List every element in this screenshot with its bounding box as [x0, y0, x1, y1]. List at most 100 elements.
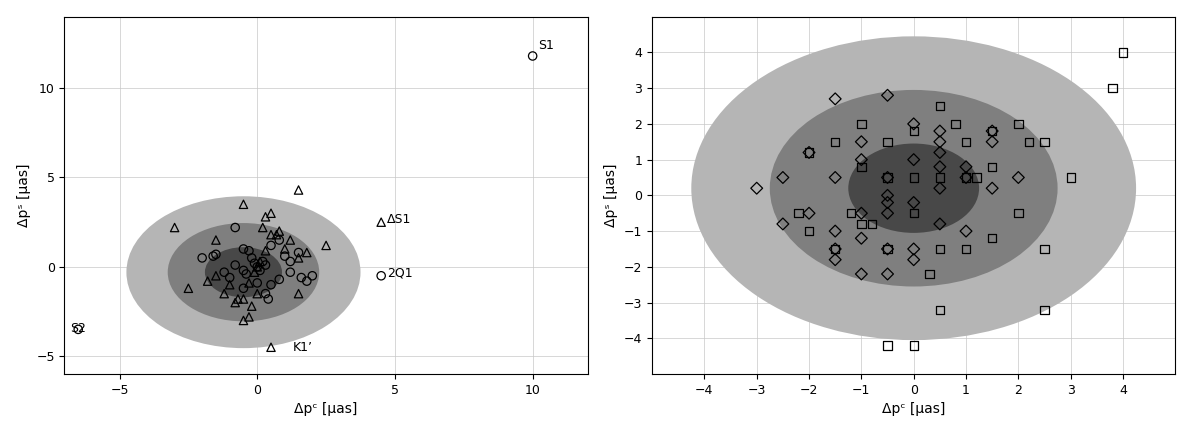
Point	[800, 149, 819, 156]
Point	[930, 185, 949, 192]
Point	[930, 246, 949, 252]
Point	[317, 242, 336, 249]
Point	[248, 290, 267, 297]
Point	[215, 290, 234, 297]
Point	[225, 299, 244, 306]
Point	[288, 290, 308, 297]
Point	[852, 210, 871, 216]
Point	[930, 306, 949, 313]
Point	[826, 95, 845, 102]
Ellipse shape	[126, 196, 360, 348]
Point	[288, 187, 308, 194]
Point	[297, 249, 316, 256]
Point	[242, 303, 261, 310]
Point	[253, 224, 272, 231]
Point	[240, 313, 259, 320]
Point	[982, 163, 1001, 170]
Point	[275, 252, 294, 259]
Point	[879, 192, 898, 199]
Point	[930, 138, 949, 145]
Ellipse shape	[168, 223, 319, 321]
Point	[198, 278, 217, 284]
Point	[275, 246, 294, 252]
Point	[879, 246, 898, 252]
Point	[234, 201, 253, 208]
Point	[288, 249, 308, 256]
Point	[1008, 120, 1028, 127]
Point	[982, 235, 1001, 242]
Point	[372, 272, 391, 279]
Point	[905, 246, 924, 252]
Point	[852, 220, 871, 227]
Point	[852, 138, 871, 145]
Point	[982, 128, 1001, 135]
Point	[250, 258, 269, 265]
Point	[261, 210, 280, 216]
Point	[234, 246, 253, 252]
Point	[259, 296, 278, 303]
Point	[852, 120, 871, 127]
Point	[242, 255, 261, 262]
Point	[826, 246, 845, 252]
Point	[225, 262, 244, 268]
Point	[523, 52, 542, 59]
Point	[905, 256, 924, 263]
Point	[879, 271, 898, 278]
Ellipse shape	[205, 247, 283, 297]
Point	[826, 138, 845, 145]
Point	[372, 219, 391, 226]
Point	[248, 279, 267, 286]
Point	[920, 271, 939, 278]
Point	[879, 138, 898, 145]
Point	[256, 247, 275, 254]
Point	[800, 149, 819, 156]
Point	[879, 92, 898, 99]
Ellipse shape	[770, 90, 1057, 287]
Point	[956, 138, 975, 145]
Point	[281, 269, 300, 276]
Point	[248, 263, 267, 270]
Point	[800, 228, 819, 235]
Point	[1035, 246, 1054, 252]
Point	[946, 120, 966, 127]
Point	[862, 220, 881, 227]
Point	[267, 231, 286, 238]
Point	[852, 156, 871, 163]
Point	[1113, 49, 1132, 56]
Point	[240, 247, 259, 254]
Point	[905, 128, 924, 135]
Point	[905, 120, 924, 127]
Point	[956, 174, 975, 181]
Point	[261, 281, 280, 288]
Point	[261, 242, 280, 249]
Point	[164, 224, 184, 231]
Point	[930, 149, 949, 156]
Point	[261, 231, 280, 238]
Point	[215, 269, 234, 276]
Point	[234, 285, 253, 292]
Point	[225, 224, 244, 231]
Point	[747, 185, 766, 192]
Point	[789, 210, 808, 216]
Point	[842, 210, 861, 216]
Point	[256, 213, 275, 220]
Text: ΔS1: ΔS1	[386, 213, 411, 226]
Point	[269, 228, 288, 235]
Point	[261, 344, 280, 351]
Point	[206, 236, 225, 243]
X-axis label: Δpᶜ [μas]: Δpᶜ [μas]	[882, 402, 945, 417]
Point	[234, 296, 253, 303]
Point	[905, 199, 924, 206]
Point	[281, 258, 300, 265]
Point	[244, 260, 263, 267]
Point	[1035, 306, 1054, 313]
Point	[905, 210, 924, 216]
Point	[982, 185, 1001, 192]
Text: K1’: K1’	[293, 341, 313, 354]
Point	[237, 271, 256, 278]
Point	[204, 252, 223, 259]
Point	[1008, 210, 1028, 216]
Point	[292, 274, 311, 281]
Point	[852, 235, 871, 242]
Point	[956, 163, 975, 170]
